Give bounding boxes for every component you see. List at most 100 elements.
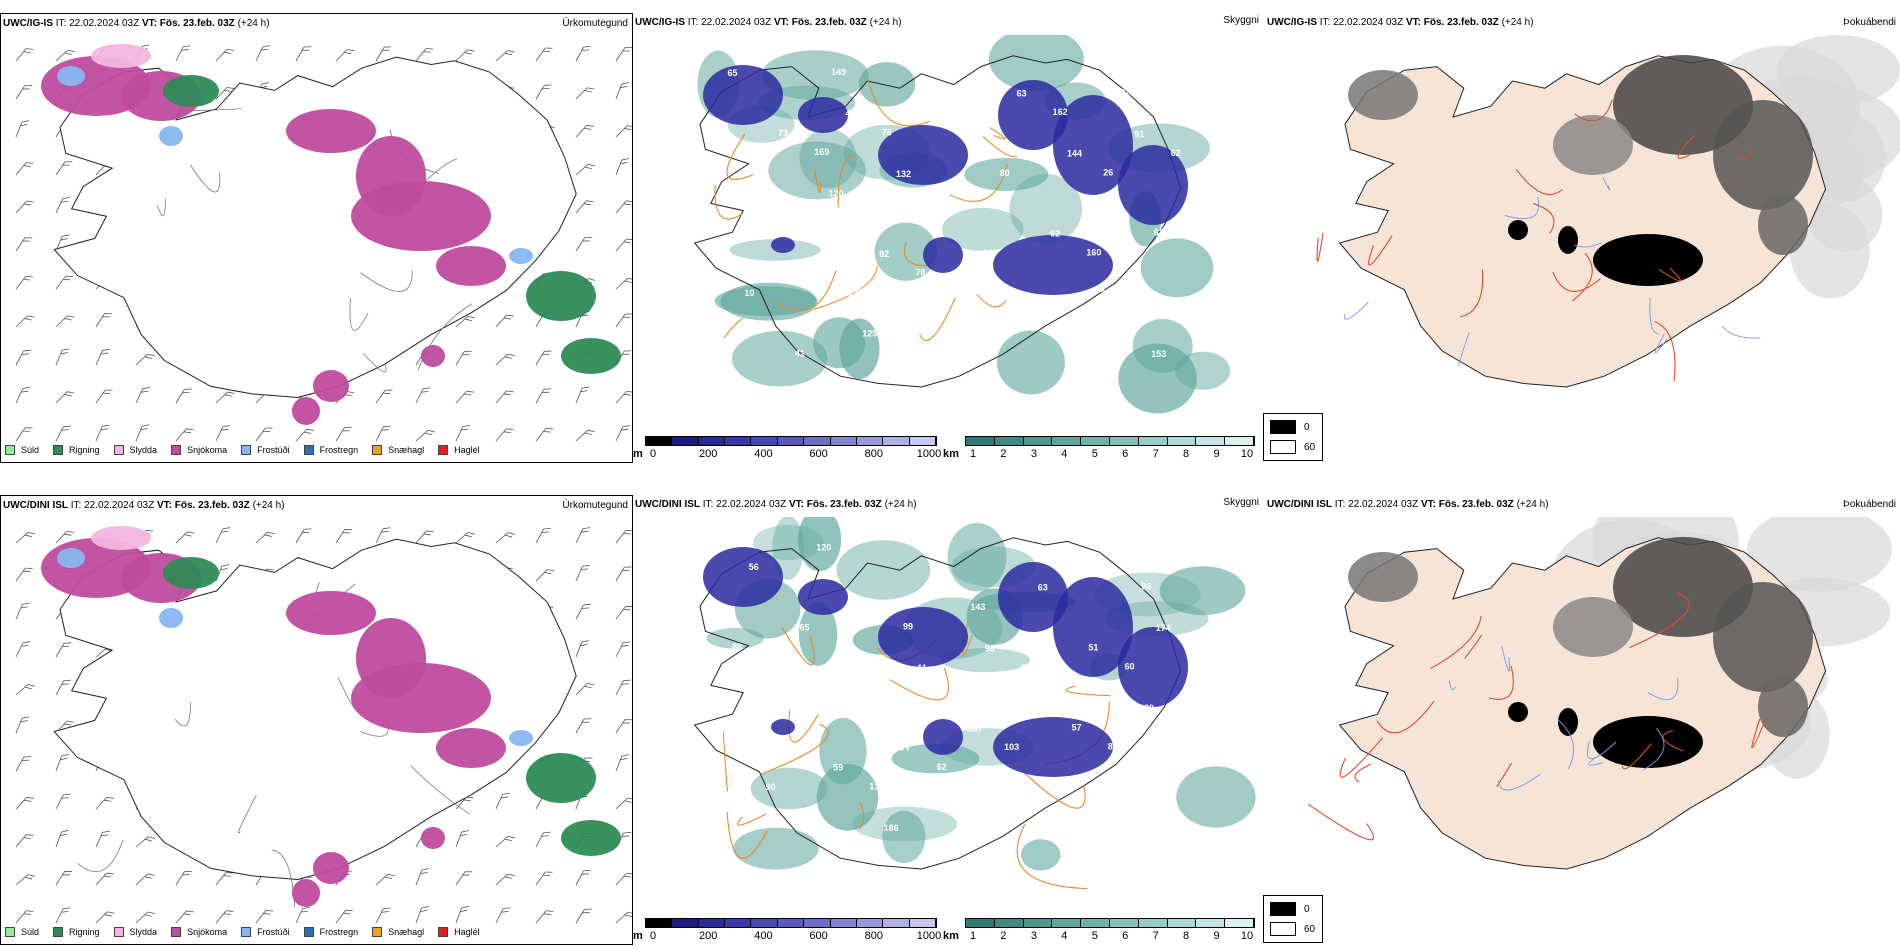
legend-swatch: [372, 927, 383, 937]
low-visibility-area: [816, 763, 879, 831]
iceland-coastline: [53, 538, 577, 881]
wind-barb: [375, 46, 392, 62]
cloud-base-label: 99: [903, 622, 913, 632]
river-line: [1497, 774, 1541, 791]
road-line: [410, 765, 470, 815]
cloud-base-area: [878, 607, 968, 667]
legend-swatch: [53, 445, 64, 455]
cloud-base-label: 60: [1125, 662, 1135, 672]
road-line: [867, 78, 931, 127]
road-line: [1016, 823, 1088, 890]
elevation-visibility-panel-top: UWC/IG-IS IT: 22.02.2024 03Z VT: Fös. 23…: [633, 13, 1263, 463]
cloud-base-label: 333: [867, 603, 882, 613]
wind-barb: [15, 427, 33, 442]
wind-barb: [55, 907, 71, 924]
colorbar-cell: [725, 919, 752, 927]
fog-index-area: [1713, 582, 1813, 692]
colorbar-cell: [1196, 919, 1226, 927]
wind-barb: [575, 46, 591, 62]
legend-label: Snjókoma: [187, 445, 228, 455]
wind-barb: [535, 388, 552, 404]
legend-swatch: [303, 445, 314, 455]
precip-area: [436, 728, 506, 768]
road-line: [1571, 252, 1593, 302]
wind-barb: [175, 428, 194, 442]
wind-barb: [55, 391, 75, 404]
wind-barb: [455, 315, 475, 328]
fog-index-area: [1713, 100, 1813, 210]
fog-legend-label: 0: [1304, 421, 1310, 433]
iceland-coastline: [53, 56, 577, 399]
colorbar-cell: [725, 437, 752, 445]
wind-barb: [615, 47, 632, 62]
colorbar-cell: [777, 919, 805, 927]
cloud-base-label: 56: [1055, 802, 1065, 812]
cloud-base-area: [923, 237, 963, 273]
cloud-base-label: 67: [949, 108, 959, 118]
wind-barb: [495, 353, 515, 366]
river-line: [1649, 297, 1659, 335]
wind-barb: [495, 50, 516, 62]
road-line: [1658, 267, 1682, 282]
wind-barb: [575, 683, 595, 696]
wind-barb: [415, 905, 429, 924]
low-visibility-area: [798, 602, 838, 666]
road-line: [189, 164, 221, 193]
wind-barb: [55, 425, 71, 442]
wind-barb: [535, 350, 552, 366]
precip-area: [91, 44, 151, 68]
legend-item: Snjókoma: [171, 927, 227, 937]
wind-barb: [15, 796, 35, 810]
legend-label: Slydda: [129, 927, 158, 937]
wind-barb: [575, 237, 593, 252]
colorbar-unit: m: [633, 930, 643, 942]
cloud-base-label: 120: [1084, 69, 1099, 79]
road-line: [919, 297, 956, 341]
cloud-base-label: 63: [1038, 582, 1048, 592]
precip-area: [292, 397, 320, 425]
precip-type-map: [15, 44, 632, 442]
cloud-base-label: 174: [1156, 623, 1171, 633]
colorbar-tick: 10: [1240, 448, 1254, 460]
colorbar-tick: 6: [1122, 930, 1129, 942]
fog-index-area: [1758, 195, 1808, 255]
road-line: [714, 185, 744, 220]
cloud-base-label: 201: [1101, 289, 1116, 299]
panel-title: UWC/IG-IS IT: 22.02.2024 03Z VT: Fös. 23…: [3, 18, 270, 29]
colorbar-tick: 400: [754, 448, 773, 460]
low-visibility-area: [1176, 766, 1256, 828]
wind-barb: [615, 566, 632, 582]
colorbar-cell: [856, 919, 884, 927]
fog-legend-item: 0: [1270, 420, 1310, 434]
wind-barb: [15, 387, 30, 404]
wind-barb: [615, 911, 632, 924]
low-visibility-area: [947, 522, 1007, 592]
colorbar-cell: [672, 919, 699, 927]
cloud-base-area: [998, 80, 1068, 150]
cloud-base-label: 10: [744, 288, 754, 298]
river-line: [1501, 645, 1510, 672]
wind-barb: [295, 528, 312, 544]
wind-barb: [55, 753, 69, 772]
precip-area: [526, 753, 596, 803]
cloud-base-label: 82: [1158, 802, 1168, 812]
road-line: [774, 270, 837, 312]
precip-panel-top: UWC/IG-IS IT: 22.02.2024 03Z VT: Fös. 23…: [0, 13, 633, 463]
colorbar-tick: 1000: [916, 930, 942, 942]
road-line: [1496, 762, 1512, 788]
cloud-base-label: 62: [1154, 228, 1164, 238]
road-line: [1017, 766, 1086, 809]
wind-barb: [15, 48, 34, 62]
fog-index-area: [1558, 226, 1578, 254]
low-visibility-area: [1159, 566, 1246, 616]
wind-barb: [95, 348, 110, 366]
road-line: [1354, 763, 1371, 783]
road-line: [760, 723, 829, 775]
wind-barb: [255, 45, 271, 62]
precip-area: [163, 557, 219, 589]
legend-label: Snæhagl: [388, 445, 425, 455]
wind-barb: [15, 531, 35, 544]
precip-type-title: Úrkomutegund: [562, 500, 628, 511]
river-line: [1458, 332, 1470, 366]
precip-type-title: Úrkomutegund: [562, 18, 628, 29]
